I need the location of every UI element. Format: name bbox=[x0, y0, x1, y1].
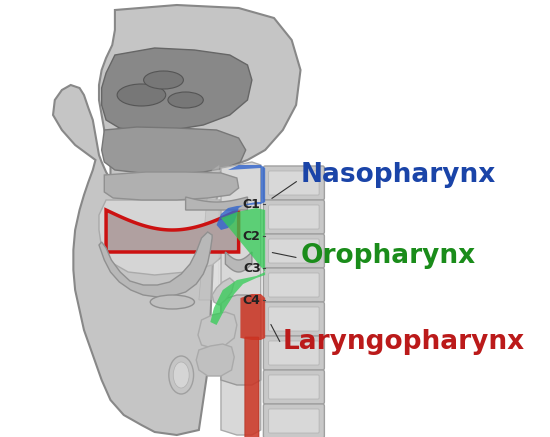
Text: Oropharynx: Oropharynx bbox=[300, 243, 476, 269]
Polygon shape bbox=[217, 165, 265, 230]
Polygon shape bbox=[196, 344, 234, 376]
Ellipse shape bbox=[150, 295, 195, 309]
FancyBboxPatch shape bbox=[269, 171, 319, 195]
FancyBboxPatch shape bbox=[263, 268, 324, 302]
Text: C3: C3 bbox=[243, 261, 261, 274]
Ellipse shape bbox=[168, 92, 204, 108]
Text: C4: C4 bbox=[243, 294, 261, 306]
Polygon shape bbox=[99, 200, 237, 275]
FancyBboxPatch shape bbox=[263, 302, 324, 336]
FancyBboxPatch shape bbox=[269, 341, 319, 365]
Text: Nasopharynx: Nasopharynx bbox=[300, 162, 496, 188]
Polygon shape bbox=[185, 197, 248, 210]
FancyBboxPatch shape bbox=[269, 273, 319, 297]
Text: C2: C2 bbox=[243, 229, 261, 243]
Polygon shape bbox=[212, 278, 234, 305]
Ellipse shape bbox=[144, 71, 183, 89]
FancyBboxPatch shape bbox=[263, 336, 324, 370]
FancyBboxPatch shape bbox=[269, 409, 319, 433]
Polygon shape bbox=[226, 252, 252, 272]
FancyBboxPatch shape bbox=[263, 166, 324, 200]
Polygon shape bbox=[199, 165, 219, 300]
Text: C1: C1 bbox=[243, 198, 261, 211]
Polygon shape bbox=[106, 210, 239, 252]
FancyBboxPatch shape bbox=[263, 370, 324, 404]
FancyBboxPatch shape bbox=[263, 200, 324, 234]
FancyBboxPatch shape bbox=[269, 375, 319, 399]
Ellipse shape bbox=[169, 356, 194, 394]
FancyBboxPatch shape bbox=[269, 307, 319, 331]
FancyBboxPatch shape bbox=[263, 234, 324, 268]
FancyBboxPatch shape bbox=[269, 205, 319, 229]
Ellipse shape bbox=[173, 362, 189, 388]
Polygon shape bbox=[221, 162, 261, 435]
Polygon shape bbox=[104, 172, 239, 200]
Polygon shape bbox=[53, 5, 300, 435]
Ellipse shape bbox=[117, 84, 166, 106]
Polygon shape bbox=[221, 295, 261, 385]
Polygon shape bbox=[210, 208, 265, 325]
FancyBboxPatch shape bbox=[269, 239, 319, 263]
Polygon shape bbox=[102, 48, 252, 132]
FancyBboxPatch shape bbox=[263, 404, 324, 437]
Polygon shape bbox=[99, 232, 212, 297]
Polygon shape bbox=[102, 127, 246, 174]
Text: Laryngopharynx: Laryngopharynx bbox=[283, 329, 525, 355]
Polygon shape bbox=[240, 294, 265, 340]
FancyBboxPatch shape bbox=[245, 337, 259, 437]
Polygon shape bbox=[198, 312, 237, 348]
